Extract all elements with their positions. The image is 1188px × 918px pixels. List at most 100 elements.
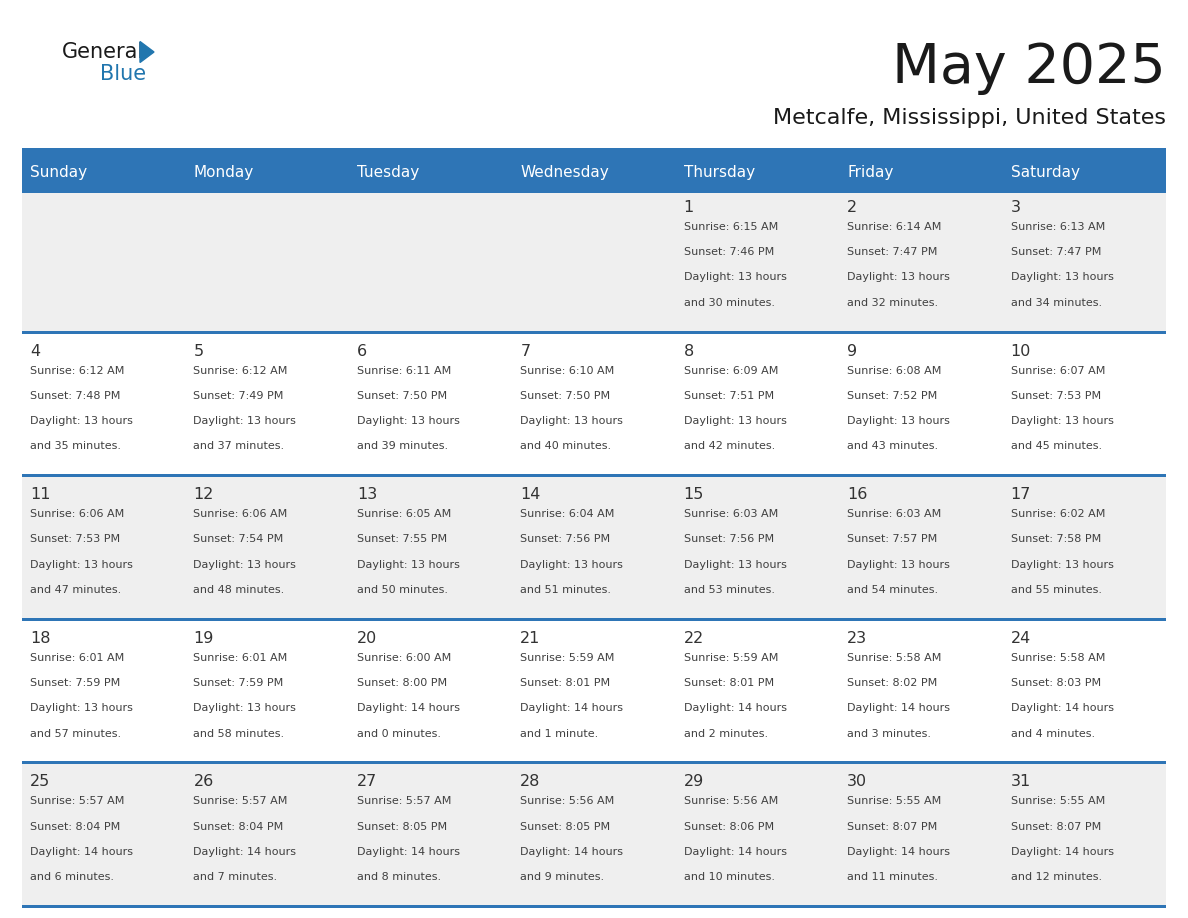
Text: and 12 minutes.: and 12 minutes. <box>1011 872 1101 882</box>
Text: Daylight: 13 hours: Daylight: 13 hours <box>30 560 133 570</box>
Text: Wednesday: Wednesday <box>520 164 609 180</box>
Bar <box>1003 477 1165 621</box>
Bar <box>185 190 349 333</box>
Text: 1: 1 <box>684 200 694 215</box>
Text: Sunset: 7:55 PM: Sunset: 7:55 PM <box>356 534 447 544</box>
Text: and 51 minutes.: and 51 minutes. <box>520 585 612 595</box>
Text: Daylight: 14 hours: Daylight: 14 hours <box>1011 847 1113 856</box>
Bar <box>349 765 512 908</box>
Text: 4: 4 <box>30 343 40 359</box>
Bar <box>185 765 349 908</box>
Text: 30: 30 <box>847 775 867 789</box>
Text: Daylight: 14 hours: Daylight: 14 hours <box>30 847 133 856</box>
Text: 24: 24 <box>1011 631 1031 645</box>
Text: 28: 28 <box>520 775 541 789</box>
Text: Monday: Monday <box>194 164 254 180</box>
Bar <box>676 477 839 621</box>
Bar <box>512 477 676 621</box>
Text: Sunrise: 6:03 AM: Sunrise: 6:03 AM <box>684 509 778 520</box>
Text: and 47 minutes.: and 47 minutes. <box>30 585 121 595</box>
Bar <box>23 905 1165 908</box>
Text: Sunrise: 5:56 AM: Sunrise: 5:56 AM <box>520 797 614 806</box>
Text: Daylight: 13 hours: Daylight: 13 hours <box>520 416 624 426</box>
Text: Daylight: 14 hours: Daylight: 14 hours <box>684 847 786 856</box>
Text: and 35 minutes.: and 35 minutes. <box>30 442 121 452</box>
Text: Sunset: 7:51 PM: Sunset: 7:51 PM <box>684 391 773 401</box>
Text: 14: 14 <box>520 487 541 502</box>
Bar <box>349 621 512 765</box>
Text: Sunset: 8:04 PM: Sunset: 8:04 PM <box>194 822 284 832</box>
Text: Saturday: Saturday <box>1011 164 1080 180</box>
Text: Sunset: 7:53 PM: Sunset: 7:53 PM <box>1011 391 1101 401</box>
Text: Daylight: 14 hours: Daylight: 14 hours <box>847 847 950 856</box>
Text: and 2 minutes.: and 2 minutes. <box>684 729 767 739</box>
Text: Daylight: 13 hours: Daylight: 13 hours <box>356 560 460 570</box>
Text: Daylight: 14 hours: Daylight: 14 hours <box>194 847 297 856</box>
Text: Daylight: 14 hours: Daylight: 14 hours <box>356 703 460 713</box>
Polygon shape <box>140 41 154 62</box>
Bar <box>512 333 676 477</box>
Text: Sunrise: 5:57 AM: Sunrise: 5:57 AM <box>194 797 287 806</box>
Text: 8: 8 <box>684 343 694 359</box>
Bar <box>23 190 185 333</box>
Text: Daylight: 13 hours: Daylight: 13 hours <box>684 416 786 426</box>
Text: and 1 minute.: and 1 minute. <box>520 729 599 739</box>
Text: 12: 12 <box>194 487 214 502</box>
Text: Daylight: 13 hours: Daylight: 13 hours <box>847 273 950 283</box>
Text: 15: 15 <box>684 487 704 502</box>
Text: Sunrise: 5:58 AM: Sunrise: 5:58 AM <box>1011 653 1105 663</box>
Text: Sunset: 8:05 PM: Sunset: 8:05 PM <box>356 822 447 832</box>
Text: Sunrise: 6:13 AM: Sunrise: 6:13 AM <box>1011 222 1105 232</box>
Text: Sunset: 8:07 PM: Sunset: 8:07 PM <box>1011 822 1101 832</box>
Text: and 37 minutes.: and 37 minutes. <box>194 442 285 452</box>
Text: Sunset: 7:53 PM: Sunset: 7:53 PM <box>30 534 120 544</box>
Text: Sunset: 8:03 PM: Sunset: 8:03 PM <box>1011 678 1101 688</box>
Text: Sunset: 7:47 PM: Sunset: 7:47 PM <box>847 247 937 257</box>
Text: 21: 21 <box>520 631 541 645</box>
Text: Sunset: 7:52 PM: Sunset: 7:52 PM <box>847 391 937 401</box>
Text: Daylight: 13 hours: Daylight: 13 hours <box>30 416 133 426</box>
Bar <box>512 765 676 908</box>
Text: 20: 20 <box>356 631 377 645</box>
Text: and 48 minutes.: and 48 minutes. <box>194 585 285 595</box>
Text: 26: 26 <box>194 775 214 789</box>
Text: 2: 2 <box>847 200 858 215</box>
Bar <box>839 621 1003 765</box>
Text: 19: 19 <box>194 631 214 645</box>
Text: Sunset: 8:04 PM: Sunset: 8:04 PM <box>30 822 120 832</box>
Text: Daylight: 13 hours: Daylight: 13 hours <box>194 560 296 570</box>
Bar <box>23 333 185 477</box>
Text: Sunset: 7:59 PM: Sunset: 7:59 PM <box>30 678 120 688</box>
Text: and 30 minutes.: and 30 minutes. <box>684 297 775 308</box>
Text: and 0 minutes.: and 0 minutes. <box>356 729 441 739</box>
Bar <box>512 621 676 765</box>
Text: Metcalfe, Mississippi, United States: Metcalfe, Mississippi, United States <box>773 108 1165 128</box>
Bar <box>23 761 1165 765</box>
Text: Daylight: 13 hours: Daylight: 13 hours <box>847 416 950 426</box>
Text: and 39 minutes.: and 39 minutes. <box>356 442 448 452</box>
Text: and 58 minutes.: and 58 minutes. <box>194 729 285 739</box>
Text: Sunrise: 6:01 AM: Sunrise: 6:01 AM <box>30 653 125 663</box>
Text: and 53 minutes.: and 53 minutes. <box>684 585 775 595</box>
Bar <box>1003 190 1165 333</box>
Bar <box>349 477 512 621</box>
Text: and 3 minutes.: and 3 minutes. <box>847 729 931 739</box>
Text: Daylight: 13 hours: Daylight: 13 hours <box>684 273 786 283</box>
Text: Sunset: 7:49 PM: Sunset: 7:49 PM <box>194 391 284 401</box>
Bar <box>23 621 185 765</box>
Text: Sunset: 7:47 PM: Sunset: 7:47 PM <box>1011 247 1101 257</box>
Text: 27: 27 <box>356 775 377 789</box>
Text: Sunset: 7:50 PM: Sunset: 7:50 PM <box>520 391 611 401</box>
Text: 5: 5 <box>194 343 203 359</box>
Text: Daylight: 13 hours: Daylight: 13 hours <box>1011 560 1113 570</box>
Bar <box>349 333 512 477</box>
Text: Sunset: 7:48 PM: Sunset: 7:48 PM <box>30 391 120 401</box>
Text: Sunset: 7:56 PM: Sunset: 7:56 PM <box>520 534 611 544</box>
Bar <box>839 190 1003 333</box>
Text: and 32 minutes.: and 32 minutes. <box>847 297 939 308</box>
Text: Sunrise: 6:06 AM: Sunrise: 6:06 AM <box>30 509 125 520</box>
Text: Daylight: 14 hours: Daylight: 14 hours <box>847 703 950 713</box>
Bar <box>349 190 512 333</box>
Text: Sunrise: 6:10 AM: Sunrise: 6:10 AM <box>520 365 614 375</box>
Text: Tuesday: Tuesday <box>356 164 419 180</box>
